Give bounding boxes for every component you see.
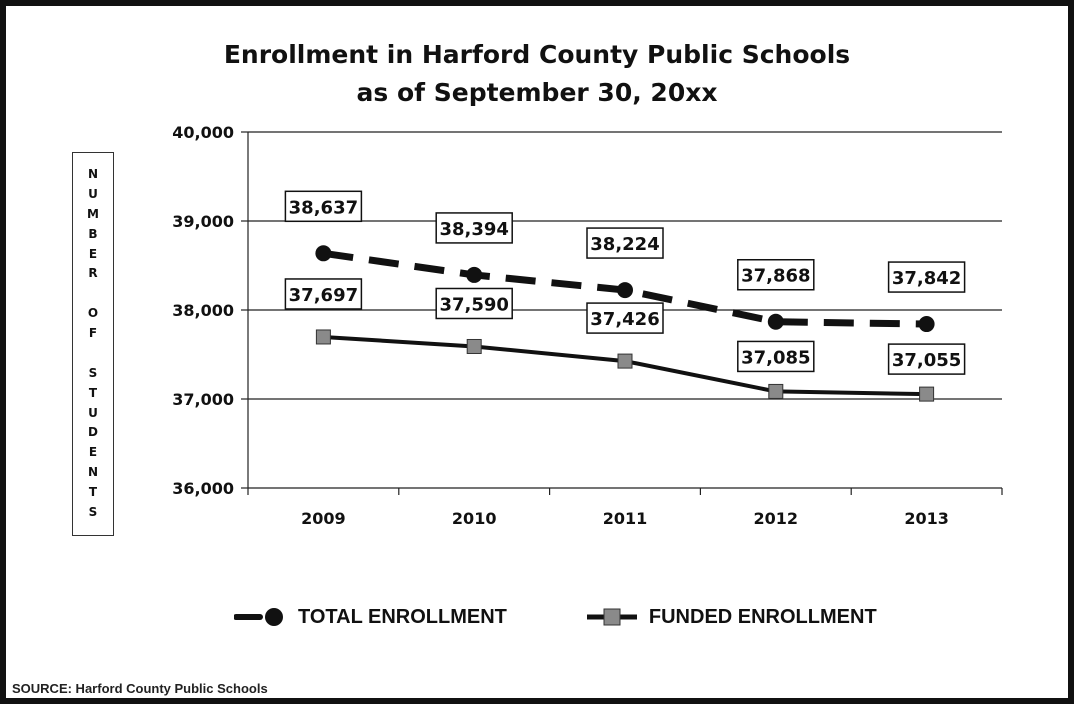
y-axis-label-letter: T — [88, 385, 98, 400]
legend: TOTAL ENROLLMENT FUNDED ENROLLMENT — [234, 604, 955, 630]
legend-label-total-enrollment: TOTAL ENROLLMENT — [298, 605, 507, 628]
data-label-box — [887, 261, 966, 293]
data-label-box — [737, 258, 815, 291]
data-label-box — [737, 340, 815, 373]
data-labels: 38,637 38,394 38,224 37,868 37,842 37,697 37,5… — [284, 190, 966, 375]
data-label-box — [284, 278, 363, 310]
x-tick-label: 2012 — [754, 509, 799, 528]
data-label-total-enrollment: 37,868 — [737, 258, 815, 291]
series-layer — [315, 245, 935, 402]
y-tick-label: 37,000 — [172, 390, 234, 409]
data-label-box — [435, 212, 513, 244]
y-tick-label: 39,000 — [172, 212, 234, 231]
legend-swatch-total-enrollment — [234, 608, 283, 626]
data-label-text: 38,224 — [590, 234, 659, 255]
data-label-box — [284, 190, 363, 223]
y-axis-label-letter: O — [87, 306, 99, 321]
data-label-text: 37,868 — [741, 266, 810, 287]
y-axis-label-letter: N — [87, 167, 99, 181]
y-axis-label-letter: R — [88, 266, 98, 281]
y-axis-label-letter: E — [88, 445, 98, 460]
data-label-total-enrollment: 37,842 — [887, 261, 966, 293]
data-point-total-enrollment — [466, 266, 483, 283]
data-label-box — [586, 302, 664, 334]
data-point-funded-enrollment — [466, 338, 482, 354]
chart-title: Enrollment in Harford County Public Scho… — [0, 36, 1074, 112]
y-axis-label-letter: F — [88, 326, 98, 340]
data-label-box — [887, 343, 966, 375]
data-label-text: 38,394 — [439, 219, 508, 240]
data-point-funded-enrollment — [617, 353, 633, 369]
y-axis-label-letter: M — [87, 206, 99, 221]
legend-item-total-enrollment: TOTAL ENROLLMENT — [234, 604, 507, 630]
y-axis-label-letter: E — [88, 246, 98, 261]
data-point-funded-enrollment — [768, 383, 784, 399]
data-label-total-enrollment: 38,394 — [435, 212, 513, 244]
data-point-total-enrollment — [617, 282, 633, 299]
legend-label-funded-enrollment: FUNDED ENROLLMENT — [648, 605, 877, 628]
data-label-text: 37,842 — [892, 268, 961, 289]
data-label-box — [435, 287, 513, 320]
data-label-total-enrollment: 38,224 — [586, 227, 664, 259]
y-axis-label-letter: N — [87, 465, 99, 480]
data-point-funded-enrollment — [315, 329, 331, 345]
data-label-text: 38,637 — [289, 197, 358, 218]
legend-swatch-funded-enrollment — [586, 608, 637, 626]
data-label-funded-enrollment: 37,697 — [284, 278, 363, 310]
x-tick-label: 2010 — [452, 509, 497, 528]
chart-title-line-2: as of September 30, 20xx — [356, 78, 718, 107]
y-tick-label: 38,000 — [172, 301, 234, 320]
y-tick-label: 36,000 — [172, 479, 234, 498]
x-tick-label: 2011 — [603, 509, 648, 528]
data-label-text: 37,697 — [289, 285, 358, 306]
data-point-total-enrollment — [918, 316, 935, 333]
y-axis-label-letter: U — [88, 405, 98, 420]
data-label-funded-enrollment: 37,085 — [737, 340, 815, 373]
data-point-total-enrollment — [767, 313, 784, 330]
data-point-funded-enrollment — [919, 386, 935, 402]
data-label-box — [586, 227, 664, 259]
x-tick-label: 2013 — [904, 509, 949, 528]
y-axis-label-letter: S — [88, 504, 98, 519]
data-label-text: 37,085 — [741, 347, 810, 368]
source-note: SOURCE: Harford County Public Schools — [12, 681, 268, 696]
chart-title-line-1: Enrollment in Harford County Public Scho… — [223, 40, 851, 69]
data-label-text: 37,426 — [590, 309, 659, 330]
x-tick-label: 2009 — [301, 509, 346, 528]
data-label-funded-enrollment: 37,590 — [435, 287, 513, 320]
y-axis-label-letter: U — [88, 186, 98, 201]
axes: 36,000 37,000 38,000 39,000 40,000 2009 2010 20… — [172, 123, 1003, 528]
data-label-total-enrollment: 38,637 — [284, 190, 363, 223]
data-label-text: 37,590 — [439, 294, 508, 315]
y-axis-label-letter: B — [88, 226, 98, 241]
legend-item-funded-enrollment: FUNDED ENROLLMENT — [585, 604, 877, 630]
data-label-funded-enrollment: 37,426 — [586, 302, 664, 334]
y-axis-label-letter: S — [88, 365, 98, 380]
data-label-funded-enrollment: 37,055 — [887, 343, 966, 375]
y-axis-label-letter: T — [88, 485, 98, 499]
y-axis-label-letter: D — [88, 425, 98, 440]
y-tick-label: 40,000 — [172, 123, 234, 142]
data-point-total-enrollment — [315, 245, 332, 262]
gridlines — [248, 131, 1002, 489]
data-label-text: 37,055 — [892, 350, 961, 371]
